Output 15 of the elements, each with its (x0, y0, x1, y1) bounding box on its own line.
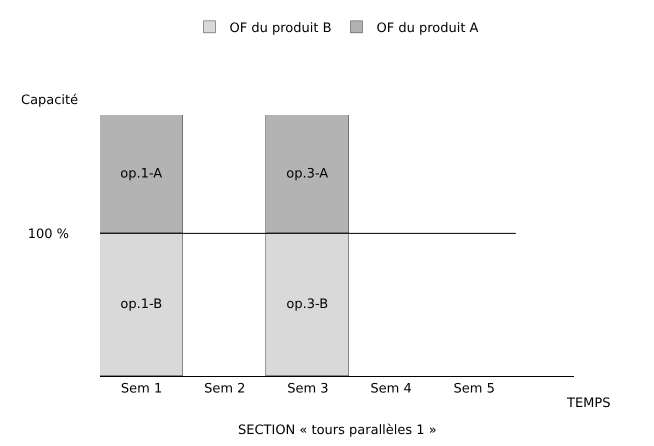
x-tick-label: Sem 3 (287, 382, 329, 397)
x-tick-label: Sem 4 (370, 382, 412, 397)
data-label: op.3-A (286, 166, 328, 182)
y-axis-title: Capacité (21, 93, 78, 108)
x-axis-title: TEMPS (566, 396, 610, 411)
text: SECTION « tours parallèles 1 » (238, 423, 437, 438)
y-tick-label: 100 % (28, 226, 69, 242)
legend-label: OF du produit B (230, 20, 332, 36)
x-tick-label: Sem 1 (120, 382, 162, 397)
data-label: op.3-B (286, 296, 328, 312)
data-label: op.1-A (120, 166, 162, 182)
legend-label: OF du produit A (376, 20, 479, 36)
x-tick-label: Sem 5 (454, 382, 495, 397)
data-label: op.1-B (120, 296, 162, 312)
x-tick-label: Sem 2 (204, 382, 246, 397)
